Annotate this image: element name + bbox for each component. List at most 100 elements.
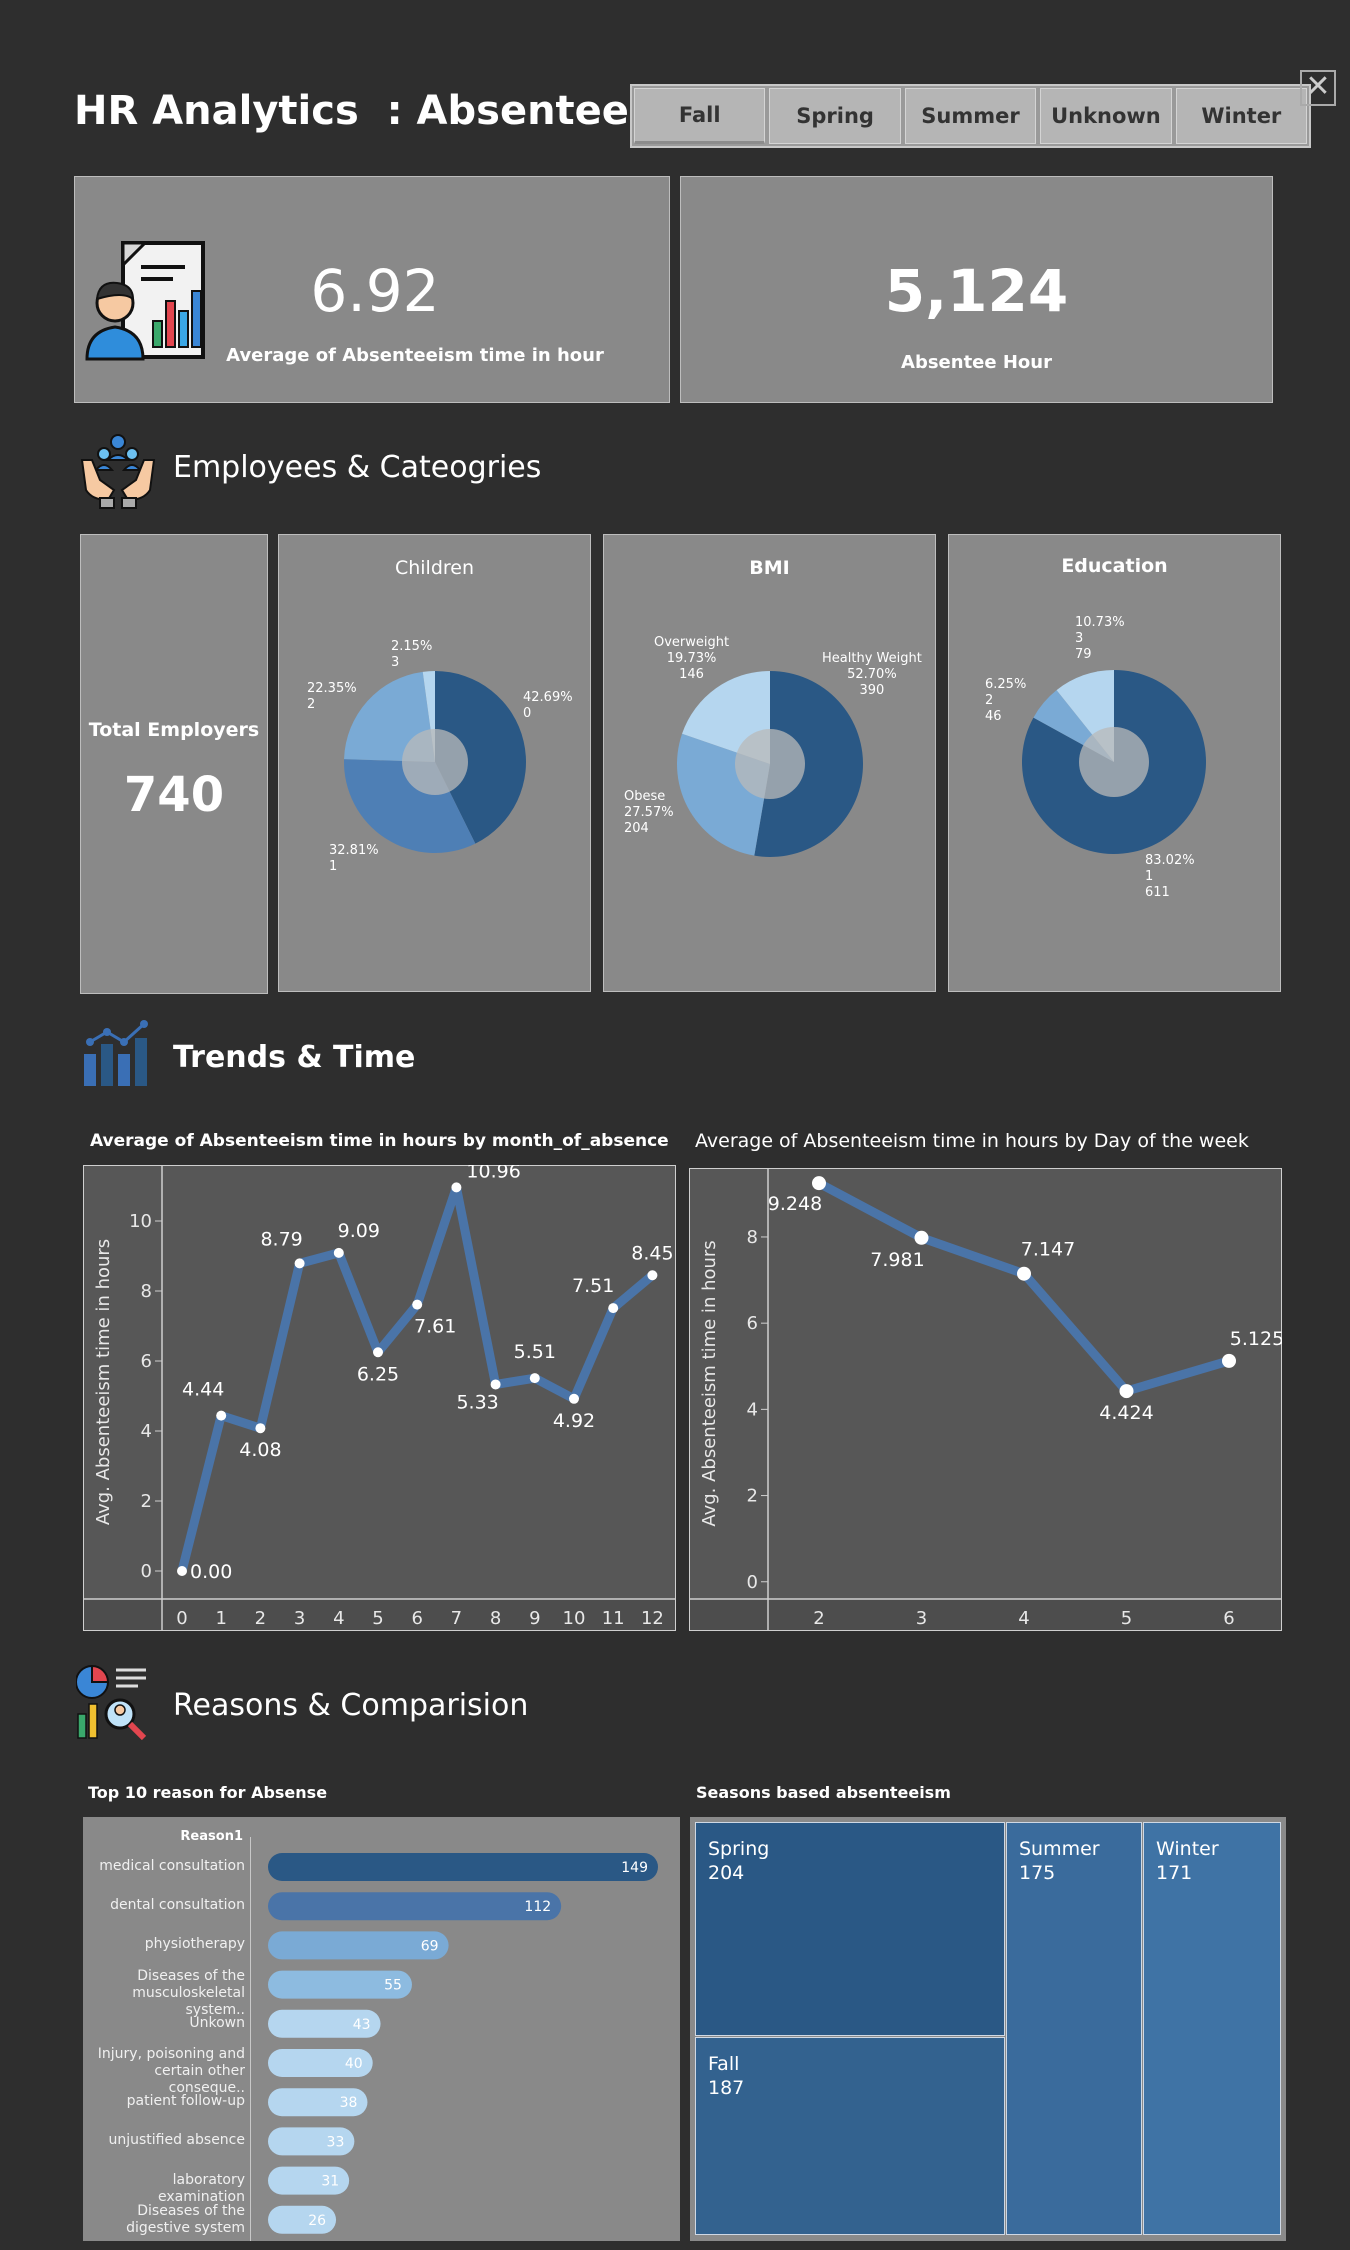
data-point[interactable] xyxy=(490,1379,501,1390)
data-point[interactable] xyxy=(412,1299,423,1310)
bar[interactable] xyxy=(268,1970,412,1999)
season-filter-fall[interactable]: Fall xyxy=(634,88,766,144)
y-tick-label: 2 xyxy=(747,1486,758,1507)
data-point[interactable] xyxy=(1222,1353,1236,1368)
y-axis-label: Avg. Absenteeism time in hours xyxy=(93,1239,114,1525)
bar[interactable] xyxy=(268,2009,381,2038)
x-tick-label: 11 xyxy=(602,1608,625,1629)
pie-label: 32.81% 1 xyxy=(329,843,379,874)
data-point[interactable] xyxy=(647,1270,658,1281)
treemap-cell-label: Winter 171 xyxy=(1156,1838,1219,1884)
bar[interactable] xyxy=(268,1853,658,1881)
total-employers-value: 740 xyxy=(123,767,225,823)
pie-label: Obese 27.57% 204 xyxy=(624,789,674,836)
x-tick-label: 8 xyxy=(490,1608,501,1629)
section-trends-heading: Trends & Time xyxy=(173,1040,416,1075)
bar[interactable] xyxy=(268,2049,373,2077)
month-chart-title: Average of Absenteeism time in hours by … xyxy=(90,1131,669,1151)
employees-hands-icon xyxy=(80,434,156,509)
data-point[interactable] xyxy=(177,1566,187,1576)
total-employers-label: Total Employers xyxy=(88,719,260,741)
pie-panel-education: Education 83.02% 1 611 6.25% 2 46 10.73%… xyxy=(948,534,1281,992)
reason-category-label: Diseases of the musculoskeletal system.. xyxy=(132,1967,245,2018)
treemap-cell-summer[interactable]: Summer 175 xyxy=(1006,1822,1142,2235)
reason-category-label: physiotherapy xyxy=(144,1936,245,1953)
y-tick-label: 0 xyxy=(747,1572,758,1593)
data-point[interactable] xyxy=(914,1230,929,1245)
pie-slice[interactable] xyxy=(435,671,526,844)
reports-analysis-icon xyxy=(76,1664,147,1740)
x-tick-label: 3 xyxy=(294,1608,305,1629)
data-label: 7.61 xyxy=(414,1316,456,1338)
pie-panel-children: Children 42.69% 0 32.81% 1 22.35% 2 2.15… xyxy=(278,534,591,992)
reason-category-label: Diseases of the digestive system xyxy=(126,2202,245,2236)
day-chart-title: Average of Absenteeism time in hours by … xyxy=(695,1130,1249,1152)
data-point[interactable] xyxy=(373,1347,383,1358)
data-point[interactable] xyxy=(1017,1266,1031,1281)
pie-title-education: Education xyxy=(1061,555,1168,577)
data-point[interactable] xyxy=(216,1410,227,1421)
pie-slice[interactable] xyxy=(754,671,864,857)
data-point[interactable] xyxy=(812,1176,826,1191)
data-label: 0.00 xyxy=(190,1561,232,1583)
data-point[interactable] xyxy=(294,1258,305,1269)
data-label: 4.424 xyxy=(1099,1402,1153,1424)
bar[interactable] xyxy=(268,2127,355,2156)
data-point[interactable] xyxy=(1119,1384,1134,1399)
x-tick-label: 1 xyxy=(215,1608,226,1629)
bar[interactable] xyxy=(268,2205,337,2234)
reason-category-label: medical consultation xyxy=(99,1858,245,1874)
y-tick-label: 8 xyxy=(141,1281,152,1302)
bar[interactable] xyxy=(268,1931,449,1960)
data-label: 5.51 xyxy=(514,1341,556,1363)
pie-label: 10.73% 3 79 xyxy=(1075,615,1125,662)
treemap-cell-label: Spring 204 xyxy=(708,1838,770,1884)
reasons-bar-chart: 149 112 69 55 43 40 38 33 31 26 xyxy=(268,1853,658,2234)
data-point[interactable] xyxy=(451,1182,462,1193)
x-tick-label: 3 xyxy=(916,1608,927,1629)
x-tick-label: 5 xyxy=(372,1608,383,1629)
kpi-card-hours: 5,124 Absentee Hour xyxy=(680,176,1273,403)
y-tick-label: 6 xyxy=(747,1313,758,1334)
season-filter-summer[interactable]: Summer xyxy=(904,88,1037,144)
season-filter-spring[interactable]: Spring xyxy=(769,88,901,144)
treemap-cell-spring[interactable]: Spring 204 xyxy=(695,1822,1005,2036)
pie-center-hole xyxy=(735,729,805,799)
data-point[interactable] xyxy=(333,1247,344,1258)
plot-border xyxy=(83,1165,676,1631)
close-button[interactable]: ✕ xyxy=(1300,70,1336,106)
x-axis-band xyxy=(83,1599,676,1631)
data-point[interactable] xyxy=(529,1373,540,1384)
treemap-cell-fall[interactable]: Fall 187 xyxy=(695,2037,1005,2235)
treemap-cell-winter[interactable]: Winter 171 xyxy=(1143,1822,1281,2235)
bar[interactable] xyxy=(268,2088,368,2117)
bar-value-label: 31 xyxy=(321,2174,339,2190)
bar[interactable] xyxy=(268,2166,350,2195)
data-point[interactable] xyxy=(255,1423,266,1434)
plot-border xyxy=(689,1168,1282,1631)
reason-category-label: patient follow-up xyxy=(126,2093,245,2110)
pie-label: 42.69% 0 xyxy=(523,690,573,721)
trend-bars-icon xyxy=(84,1020,148,1086)
data-label: 4.44 xyxy=(182,1379,224,1401)
bar-value-label: 33 xyxy=(327,2134,345,2150)
reason-category-label: Injury, poisoning and certain other cons… xyxy=(97,2046,245,2096)
kpi-card-average: 6.92 Average of Absenteeism time in hour xyxy=(74,176,670,403)
reason-category-label: Unkown xyxy=(189,2014,245,2031)
reason-category-label: dental consultation xyxy=(110,1897,245,1914)
season-filter-winter[interactable]: Winter xyxy=(1175,88,1308,144)
data-point[interactable] xyxy=(608,1303,619,1314)
bar[interactable] xyxy=(268,1892,562,1921)
reasons-axis-line xyxy=(250,1837,251,2241)
x-tick-label: 12 xyxy=(641,1608,664,1629)
treemap-cell-label: Summer 175 xyxy=(1019,1838,1100,1884)
pie-label: 6.25% 2 46 xyxy=(985,677,1027,724)
y-tick-label: 4 xyxy=(141,1421,152,1442)
pie-label: Overweight 19.73% 146 xyxy=(654,635,730,682)
data-label: 8.45 xyxy=(631,1242,673,1264)
pie-label: 2.15% 3 xyxy=(391,639,433,670)
section-reasons-heading: Reasons & Comparision xyxy=(173,1688,529,1723)
data-point[interactable] xyxy=(569,1393,579,1404)
season-filter-unknown[interactable]: Unknown xyxy=(1040,88,1172,144)
